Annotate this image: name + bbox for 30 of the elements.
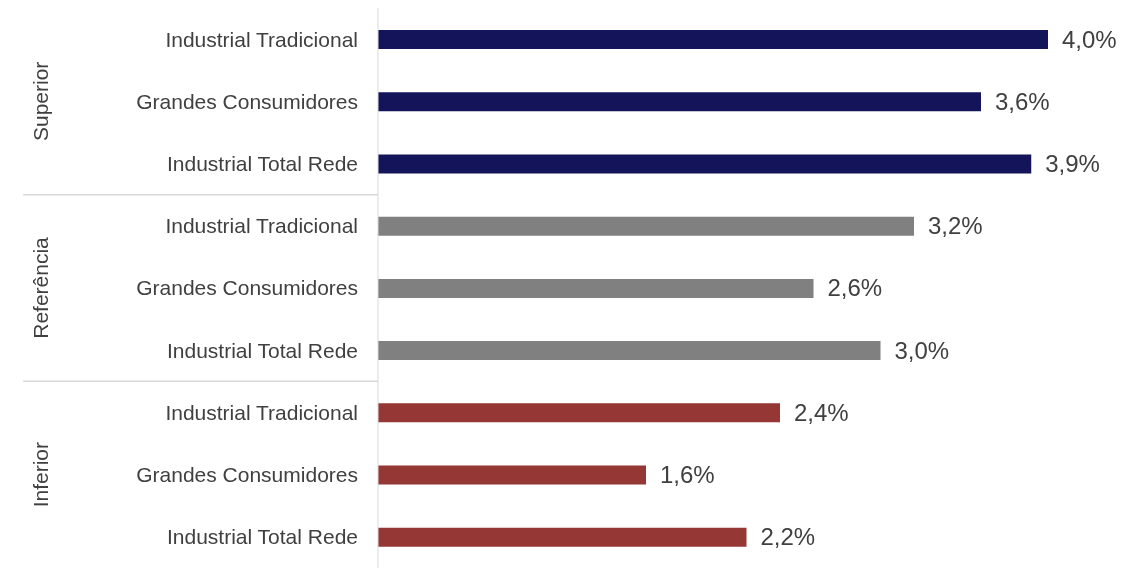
data-label: 2,6% [827,274,883,302]
bar [378,403,780,423]
y-tick-label: Industrial Total Rede [166,338,358,362]
y-tick-label: Industrial Tradicional [165,214,358,238]
bar [378,341,881,361]
data-label: 1,6% [660,461,715,489]
y-tick-label: Industrial Total Rede [166,525,358,549]
bar [378,527,747,547]
bar [378,30,1048,49]
bar [378,92,981,112]
y-tick-label: Industrial Total Rede [166,152,358,176]
data-label: 3,0% [894,336,950,364]
bar [378,278,814,298]
y-tick-label: Industrial Tradicional [165,27,358,51]
data-label: 2,4% [794,398,849,426]
data-label: 3,6% [995,87,1050,115]
bar [378,154,1032,174]
bar [378,216,914,236]
text: Superior [29,61,52,142]
bar [378,465,646,485]
data-label: 4,0% [1062,25,1117,53]
y-tick-label: Grandes Consumidores [136,276,358,300]
y-tick-label: Industrial Tradicional [165,400,358,424]
y-tick-label: Grandes Consumidores [136,463,358,487]
y-tick-label: Grandes Consumidores [136,89,358,113]
text: Referência [29,236,52,339]
text: Inferior [29,441,52,508]
data-label: 3,2% [928,212,983,240]
data-label: 2,2% [760,523,816,551]
data-label: 3,9% [1045,149,1100,177]
